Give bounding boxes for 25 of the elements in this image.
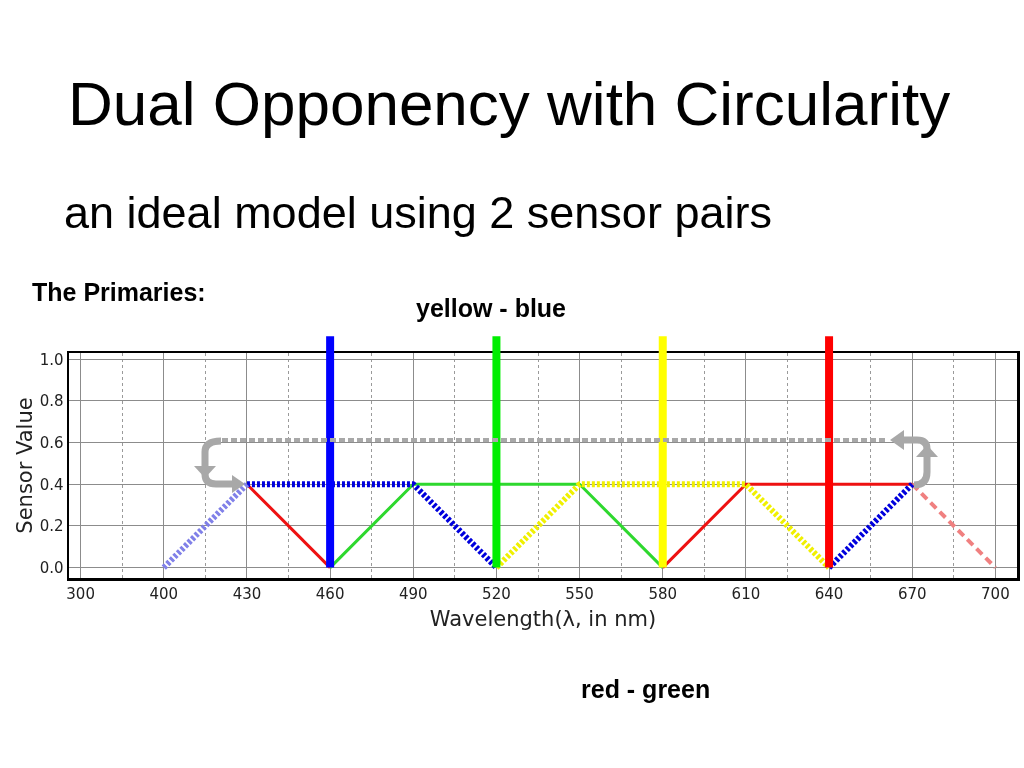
y-tick-label: 0.8	[39, 392, 64, 411]
y-tick-label: 0.6	[39, 433, 64, 452]
x-tick-label: 400	[149, 584, 179, 603]
x-axis-title: Wavelength(λ, in nm)	[429, 606, 657, 631]
y-tick-label: 1.0	[39, 350, 64, 369]
x-tick-label: 670	[897, 584, 927, 603]
y-tick-label: 0.2	[39, 517, 64, 536]
chart-title: Dual Opponency with Circularity	[68, 68, 951, 138]
x-tick-label: 550	[565, 584, 594, 603]
x-tick-label: 640	[814, 584, 844, 603]
y-tick-label: 0.0	[39, 558, 64, 577]
y-tick-label: 0.4	[39, 475, 64, 494]
text: red - green	[581, 675, 711, 703]
x-tick-label: 430	[232, 584, 262, 603]
x-tick-label: 520	[482, 584, 511, 603]
x-tick-label: 580	[648, 584, 678, 603]
chart-subtitle: an ideal model using 2 sensor pairs	[64, 187, 772, 238]
y-axis-title: Sensor Value	[12, 397, 37, 534]
x-tick-label: 300	[66, 584, 95, 603]
x-tick-label: 700	[981, 584, 1010, 603]
x-tick-label: 460	[315, 584, 345, 603]
x-tick-label: 490	[398, 584, 428, 603]
text: The Primaries:	[32, 278, 206, 306]
x-tick-label: 610	[731, 584, 761, 603]
text: yellow - blue	[416, 294, 567, 322]
